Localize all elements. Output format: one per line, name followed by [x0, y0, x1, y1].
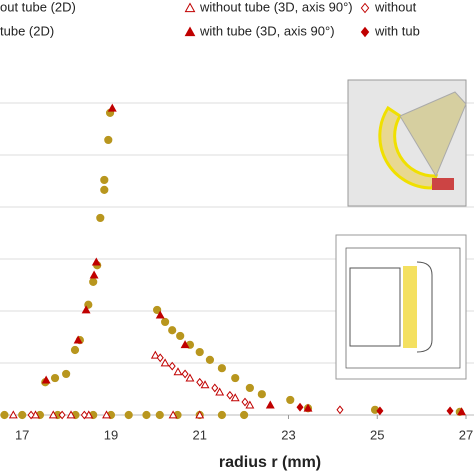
point — [62, 369, 71, 379]
point — [58, 410, 66, 420]
point — [156, 353, 164, 363]
point — [286, 395, 295, 405]
point — [376, 406, 384, 416]
point — [173, 367, 183, 376]
point — [73, 335, 83, 344]
point — [168, 361, 176, 371]
point — [161, 317, 170, 327]
legend-label: without — [374, 0, 417, 14]
legend-marker — [184, 26, 196, 37]
point — [153, 305, 162, 315]
point — [70, 345, 80, 355]
point — [107, 103, 117, 112]
point — [155, 410, 164, 420]
point — [66, 410, 76, 419]
inset-shape — [349, 267, 401, 347]
point — [200, 380, 210, 389]
point — [80, 410, 88, 420]
point — [217, 410, 227, 420]
point — [100, 175, 109, 185]
point — [104, 135, 113, 145]
point — [176, 331, 185, 341]
point — [296, 402, 304, 412]
legend-marker — [184, 2, 196, 13]
inset-shape — [416, 261, 433, 353]
point — [142, 410, 151, 420]
point — [155, 310, 165, 319]
inset-2d — [335, 234, 467, 380]
legend-label: with tub — [374, 23, 420, 38]
inset-frame — [335, 234, 467, 380]
grid — [0, 102, 474, 416]
point — [245, 383, 254, 393]
inset-axes — [345, 247, 461, 369]
point — [226, 390, 234, 400]
point — [89, 277, 98, 286]
point — [217, 364, 227, 373]
legend-marker — [360, 26, 370, 38]
point — [195, 410, 205, 419]
point — [150, 350, 160, 359]
x-axis-label: radius r (mm) — [219, 454, 321, 471]
point — [231, 373, 240, 383]
point — [89, 270, 99, 279]
point — [96, 213, 105, 223]
point — [196, 377, 204, 387]
inset-shape — [432, 178, 454, 190]
point — [457, 407, 467, 416]
point — [265, 400, 275, 409]
point — [18, 410, 27, 420]
point — [180, 340, 190, 349]
inset-3d — [347, 79, 467, 207]
point — [240, 410, 249, 420]
point — [245, 400, 255, 409]
point — [181, 369, 189, 379]
point — [230, 393, 240, 402]
point — [124, 410, 133, 420]
x-tick-label: 27 — [459, 427, 473, 442]
point — [81, 305, 91, 314]
legend-label: without tube (3D, axis 90°) — [199, 0, 353, 14]
point — [446, 406, 454, 416]
point — [8, 410, 18, 419]
point — [215, 387, 225, 396]
point — [336, 405, 344, 415]
point — [41, 375, 51, 384]
point — [195, 347, 204, 357]
point — [211, 383, 219, 393]
point — [50, 373, 60, 383]
point — [160, 358, 170, 367]
point — [241, 397, 249, 407]
x-tick-label: 25 — [370, 427, 384, 442]
legend-label: tube (2D) — [0, 23, 54, 38]
point — [205, 355, 215, 364]
legend-marker — [360, 2, 370, 14]
legend-label: out tube (2D) — [0, 0, 76, 14]
x-tick-label: 23 — [281, 427, 295, 442]
point — [168, 326, 177, 335]
inset-shape — [399, 91, 467, 178]
point — [257, 390, 266, 399]
x-tick-label: 21 — [192, 427, 206, 442]
inset-shape — [403, 266, 417, 348]
point — [168, 410, 178, 419]
x-tick-label: 17 — [15, 427, 29, 442]
point — [0, 410, 9, 420]
point — [303, 403, 313, 412]
x-tick-label: 19 — [104, 427, 118, 442]
point — [102, 410, 111, 419]
point — [27, 410, 35, 420]
point — [185, 373, 195, 382]
point — [91, 257, 101, 266]
point — [48, 410, 58, 419]
legend-label: with tube (3D, axis 90°) — [199, 23, 335, 38]
point — [100, 185, 109, 194]
